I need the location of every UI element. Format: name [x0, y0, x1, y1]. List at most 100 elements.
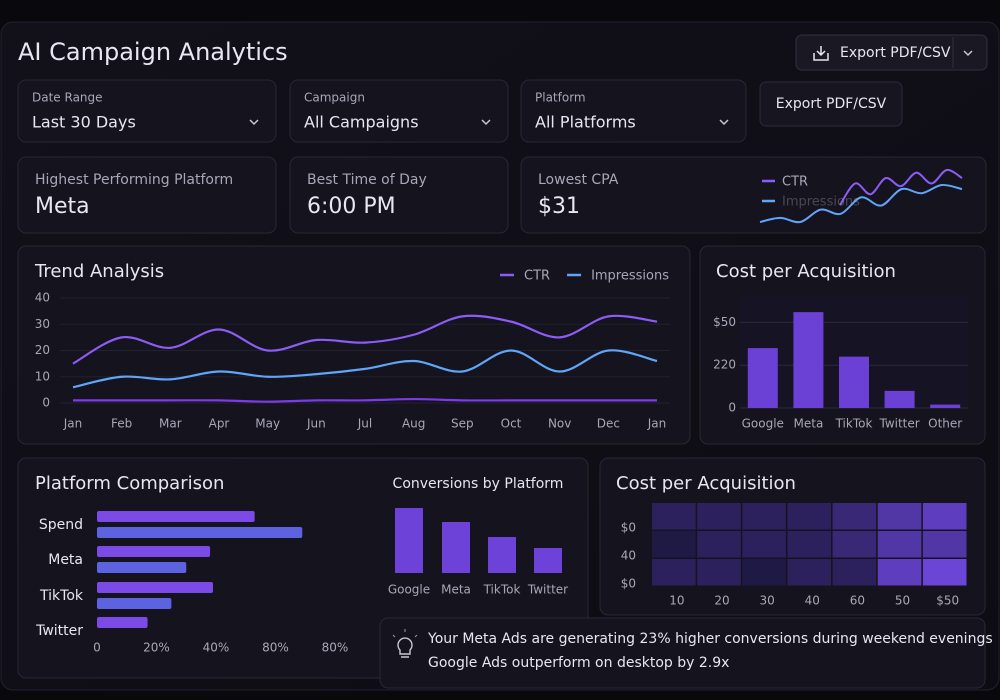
filter-value: Last 30 Days: [32, 113, 136, 132]
filter-value: All Campaigns: [304, 113, 419, 132]
legend-label: Impressions: [591, 269, 669, 284]
y-tick-label: $0: [621, 577, 636, 591]
x-tick-label: 20: [714, 594, 729, 608]
chart-title: Trend Analysis: [34, 261, 164, 282]
y-tick-label: 20: [35, 343, 50, 357]
heatmap-cell: [877, 503, 922, 530]
x-tick-label: Sep: [451, 417, 474, 431]
chart-title: Conversions by Platform: [393, 476, 564, 492]
x-tick-label: Meta: [794, 417, 824, 431]
legend-label: Impressions: [782, 195, 860, 210]
bar: [839, 356, 869, 408]
export-button[interactable]: [795, 34, 988, 71]
x-tick-label: Dec: [597, 417, 620, 431]
heatmap-cell: [742, 503, 786, 530]
bar: [395, 508, 423, 573]
x-tick-label: 0: [93, 641, 101, 655]
filter-dropdown[interactable]: [17, 79, 277, 143]
bar: [793, 312, 824, 408]
bar: [488, 537, 516, 573]
x-tick-label: 40: [805, 594, 820, 608]
y-tick-label: $0: [621, 521, 636, 535]
x-tick-label: Mar: [159, 417, 182, 431]
bar: [97, 582, 214, 593]
bar: [97, 527, 303, 538]
chevron-icon: [249, 119, 259, 126]
export-button-secondary-label: Export PDF/CSV: [776, 96, 887, 112]
chart-title: Platform Comparison: [35, 473, 224, 494]
x-tick-label: Google: [742, 417, 784, 431]
chevron-icon: [481, 119, 491, 126]
filter-label: Date Range: [32, 91, 103, 105]
y-tick-label: 40: [35, 291, 50, 305]
y-tick-label: 40: [621, 549, 636, 563]
kpi-label: Lowest CPA: [538, 172, 619, 188]
chart-title: Cost per Acquisition: [616, 473, 796, 494]
insight-text: Google Ads outperform on desktop by 2.9x: [428, 655, 729, 671]
bar: [97, 511, 255, 522]
y-tick-label: 30: [35, 317, 50, 331]
heatmap-cell: [832, 503, 877, 530]
filter-dropdown[interactable]: [289, 79, 509, 143]
heatmap-cell: [787, 531, 832, 558]
heatmap-cell: [742, 559, 786, 586]
x-tick-label: Other: [928, 417, 962, 431]
trend-card: [17, 245, 691, 445]
y-tick-label: Meta: [48, 552, 83, 568]
x-tick-label: TikTok: [483, 583, 521, 597]
heatmap-cell: [652, 559, 696, 586]
y-tick-label: Twitter: [35, 623, 83, 639]
x-tick-label: Apr: [209, 417, 230, 431]
heatmap-cell: [652, 531, 696, 558]
insights-card: [379, 617, 986, 689]
legend-label: CTR: [524, 269, 550, 284]
x-tick-label: 80%: [322, 641, 349, 655]
bar: [97, 546, 211, 557]
bar: [97, 562, 187, 573]
x-tick-label: Oct: [501, 417, 522, 431]
insight-text: Your Meta Ads are generating 23% higher …: [427, 631, 993, 647]
filter-label: Platform: [535, 91, 586, 105]
bar: [97, 598, 172, 609]
kpi-value: 6:00 PM: [307, 194, 396, 219]
heatmap-cell: [877, 531, 922, 558]
x-tick-label: 50: [895, 594, 910, 608]
x-tick-label: Nov: [548, 417, 571, 431]
heatmap-cell: [922, 503, 967, 530]
bulb-rays: [392, 629, 418, 638]
heatmap-cell: [697, 531, 741, 558]
y-tick-label: Spend: [39, 517, 83, 533]
x-tick-label: Jun: [306, 417, 326, 431]
kpi-value: $31: [538, 194, 580, 219]
heatmap-cell: [832, 559, 877, 586]
bar: [930, 404, 961, 408]
line-series: [72, 397, 657, 403]
line-series: [72, 349, 658, 389]
heatmap-cell: [787, 503, 832, 530]
chart-title: Cost per Acquisition: [716, 261, 896, 282]
heatmap-cell: [832, 531, 877, 558]
y-tick-label: TikTok: [39, 588, 84, 604]
x-tick-label: Aug: [402, 417, 425, 431]
bar: [534, 548, 562, 573]
x-tick-label: 80%: [262, 641, 289, 655]
heatmap-cell: [787, 559, 832, 586]
kpi-card: [17, 156, 277, 234]
kpi-card: [520, 156, 987, 234]
y-tick-label: 0: [728, 401, 736, 415]
export-button-label: Export PDF/CSV: [840, 45, 951, 61]
x-tick-label: Meta: [441, 583, 471, 597]
export-button-secondary[interactable]: [759, 81, 903, 127]
x-tick-label: 60: [850, 594, 865, 608]
kpi-label: Highest Performing Platform: [35, 172, 233, 188]
legend-label: CTR: [782, 175, 808, 190]
x-tick-label: Jul: [357, 417, 372, 431]
heatmap-cell: [742, 531, 786, 558]
bulb-icon: [397, 637, 413, 658]
kpi-label: Best Time of Day: [307, 172, 427, 188]
filter-dropdown[interactable]: [520, 79, 747, 143]
x-tick-label: Google: [388, 583, 430, 597]
heatmap-cell: [697, 503, 741, 530]
kpi-value: Meta: [35, 194, 90, 219]
heatmap-cell: [652, 503, 696, 530]
